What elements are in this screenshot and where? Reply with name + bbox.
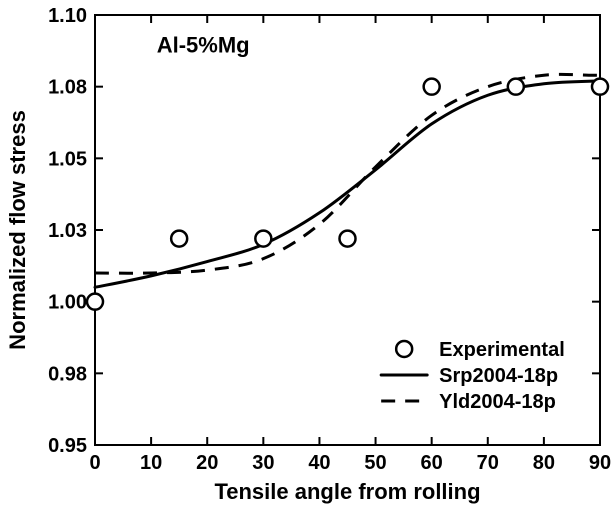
y-tick-label: 1.00 bbox=[48, 292, 87, 314]
legend-label: Srp2004-18p bbox=[439, 365, 558, 387]
y-tick-label: 1.08 bbox=[48, 77, 87, 99]
y-tick-label: 1.10 bbox=[48, 5, 87, 27]
legend-label: Yld2004-18p bbox=[439, 391, 556, 413]
y-tick-label: 1.03 bbox=[48, 220, 87, 242]
annotation-material: Al-5%Mg bbox=[157, 32, 250, 57]
marker-experimental bbox=[87, 294, 103, 310]
marker-experimental bbox=[171, 231, 187, 247]
marker-experimental bbox=[424, 79, 440, 95]
marker-experimental bbox=[508, 79, 524, 95]
x-tick-label: 90 bbox=[589, 452, 611, 474]
y-tick-label: 0.98 bbox=[48, 363, 87, 385]
x-tick-label: 30 bbox=[252, 452, 274, 474]
x-tick-label: 60 bbox=[421, 452, 443, 474]
chart-svg: 0 10 20 30 40 50 60 70 80 90 0.95 0.98 1.00 1.03 1.05 1… bbox=[0, 0, 614, 513]
x-tick-label: 0 bbox=[89, 452, 100, 474]
series-srp2004 bbox=[95, 81, 600, 287]
x-tick-label: 50 bbox=[364, 452, 386, 474]
y-axis-title: Normalized flow stress bbox=[5, 110, 30, 350]
x-axis-title: Tensile angle from rolling bbox=[214, 479, 480, 504]
marker-experimental bbox=[592, 79, 608, 95]
x-tick-label: 70 bbox=[477, 452, 499, 474]
chart-container: 0 10 20 30 40 50 60 70 80 90 0.95 0.98 1.00 1.03 1.05 1… bbox=[0, 0, 614, 513]
x-tick-label: 40 bbox=[308, 452, 330, 474]
x-tick-label: 80 bbox=[533, 452, 555, 474]
x-tick-label: 10 bbox=[140, 452, 162, 474]
legend-label: Experimental bbox=[439, 339, 565, 361]
marker-experimental bbox=[340, 231, 356, 247]
marker-experimental bbox=[255, 231, 271, 247]
y-tick-label: 1.05 bbox=[48, 148, 87, 170]
y-tick-label: 0.95 bbox=[48, 435, 87, 457]
x-tick-label: 20 bbox=[196, 452, 218, 474]
legend-marker-icon bbox=[396, 341, 412, 357]
